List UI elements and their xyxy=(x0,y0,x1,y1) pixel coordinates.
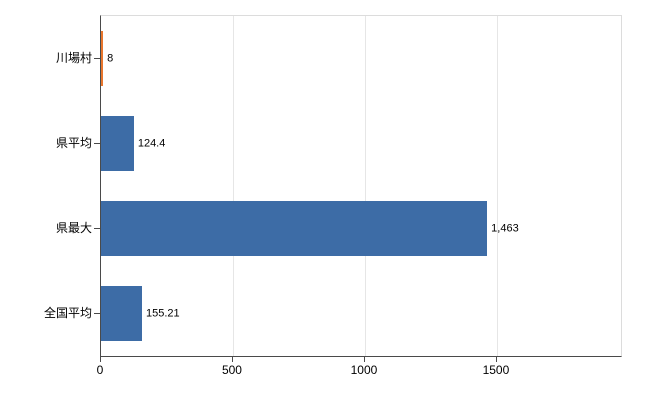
y-tick-mark xyxy=(94,312,100,314)
gridline xyxy=(232,16,234,356)
gridline xyxy=(496,16,498,356)
y-tick-mark xyxy=(94,227,100,229)
x-tick-mark xyxy=(363,356,365,362)
x-tick-mark xyxy=(100,356,101,362)
plot-area: 8 124.4 1,463 155.21 xyxy=(100,15,622,357)
bar-3 xyxy=(101,286,142,341)
y-tick-mark xyxy=(94,57,100,59)
bar-value-label: 155.21 xyxy=(145,307,180,319)
x-tick-mark xyxy=(231,356,233,362)
x-tick-mark xyxy=(495,356,497,362)
category-label: 県最大 xyxy=(55,220,92,235)
bar-value-label: 124.4 xyxy=(137,137,166,149)
bar-0 xyxy=(101,31,104,86)
category-label: 川場村 xyxy=(55,50,92,65)
bar-1 xyxy=(101,116,134,171)
gridline xyxy=(364,16,366,356)
x-tick-label: 1500 xyxy=(482,363,510,377)
y-tick-mark xyxy=(94,142,100,144)
bar-value-label: 8 xyxy=(107,52,114,64)
x-tick-label: 0 xyxy=(96,363,104,377)
bar-2 xyxy=(101,201,488,256)
x-tick-label: 1000 xyxy=(350,363,378,377)
category-label: 県平均 xyxy=(55,135,92,150)
bar-value-label: 1,463 xyxy=(491,222,519,234)
x-tick-label: 500 xyxy=(221,363,242,377)
category-label: 全国平均 xyxy=(43,305,92,320)
